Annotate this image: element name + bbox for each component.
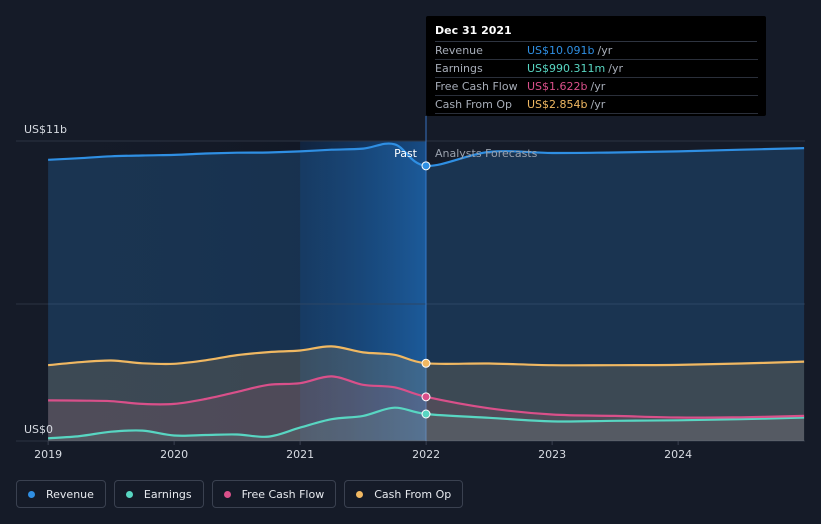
- xtick-2021: 2021: [286, 448, 314, 461]
- tooltip-row: Revenue US$10.091b/yr: [435, 42, 758, 60]
- ytick-top: US$11b: [24, 123, 67, 136]
- tooltip-value: US$10.091b: [527, 44, 595, 57]
- tooltip-unit: /yr: [608, 62, 623, 75]
- tooltip-label: Earnings: [435, 62, 483, 75]
- legend: Revenue Earnings Free Cash Flow Cash From O…: [16, 480, 464, 508]
- tooltip-row: Earnings US$990.311m/yr: [435, 60, 758, 78]
- tooltip-unit: /yr: [590, 80, 606, 93]
- legend-dot-icon: [223, 490, 231, 498]
- past-label: Past: [394, 147, 418, 160]
- tooltip-row: Free Cash Flow US$1.622b/yr: [435, 78, 758, 96]
- tooltip-value: US$990.311m: [527, 62, 606, 75]
- series-area-earnings: [48, 407, 805, 441]
- marker-earnings: [421, 409, 431, 419]
- xtick-2023: 2023: [538, 448, 566, 461]
- series-line-free-cash-flow: [48, 375, 805, 419]
- xtick-2020: 2020: [160, 448, 188, 461]
- tooltip-label: Cash From Op: [435, 98, 513, 111]
- xtick-2022: 2022: [412, 448, 440, 461]
- legend-label: Revenue: [46, 487, 94, 501]
- series-line-cash-from-op: [47, 345, 805, 367]
- legend-dot-icon: [28, 490, 35, 498]
- tooltip-unit: /yr: [597, 44, 613, 57]
- legend-label: Earnings: [143, 487, 192, 501]
- tooltip: Dec 31 2021 Revenue US$10.091b/yr Earnings…: [426, 16, 766, 116]
- tooltip-unit: /yr: [590, 98, 606, 111]
- marker-revenue: [421, 161, 431, 171]
- tooltip-date: Dec 31 2021: [435, 24, 757, 42]
- legend-item-revenue[interactable]: Revenue: [16, 480, 106, 508]
- legend-label: Free Cash Flow: [241, 487, 325, 501]
- tooltip-label: Revenue: [435, 44, 483, 57]
- series-line-revenue: [48, 142, 805, 167]
- legend-label: Cash From Op: [374, 487, 452, 501]
- marker-free-cash-flow: [421, 392, 431, 402]
- ytick-bottom: US$0: [24, 423, 53, 436]
- series-area-revenue: [48, 143, 805, 441]
- tooltip-label: Free Cash Flow: [435, 80, 518, 93]
- series-line-earnings: [48, 406, 805, 440]
- tooltip-value: US$2.854b: [527, 98, 588, 111]
- xtick-2024: 2024: [664, 448, 692, 461]
- legend-item-earnings[interactable]: Earnings: [113, 480, 204, 508]
- xtick-2019: 2019: [34, 448, 62, 461]
- legend-item-free-cash-flow[interactable]: Free Cash Flow: [211, 480, 337, 508]
- marker-cash-from-op: [421, 358, 431, 368]
- tooltip-value: US$1.622b: [527, 80, 588, 93]
- legend-item-cash-from-op[interactable]: Cash From Op: [344, 480, 464, 508]
- legend-dot-icon: [356, 490, 364, 498]
- tooltip-row: Cash From Op US$2.854b/yr: [435, 96, 758, 114]
- forecast-label: Analysts Forecasts: [435, 147, 538, 160]
- legend-dot-icon: [125, 490, 133, 498]
